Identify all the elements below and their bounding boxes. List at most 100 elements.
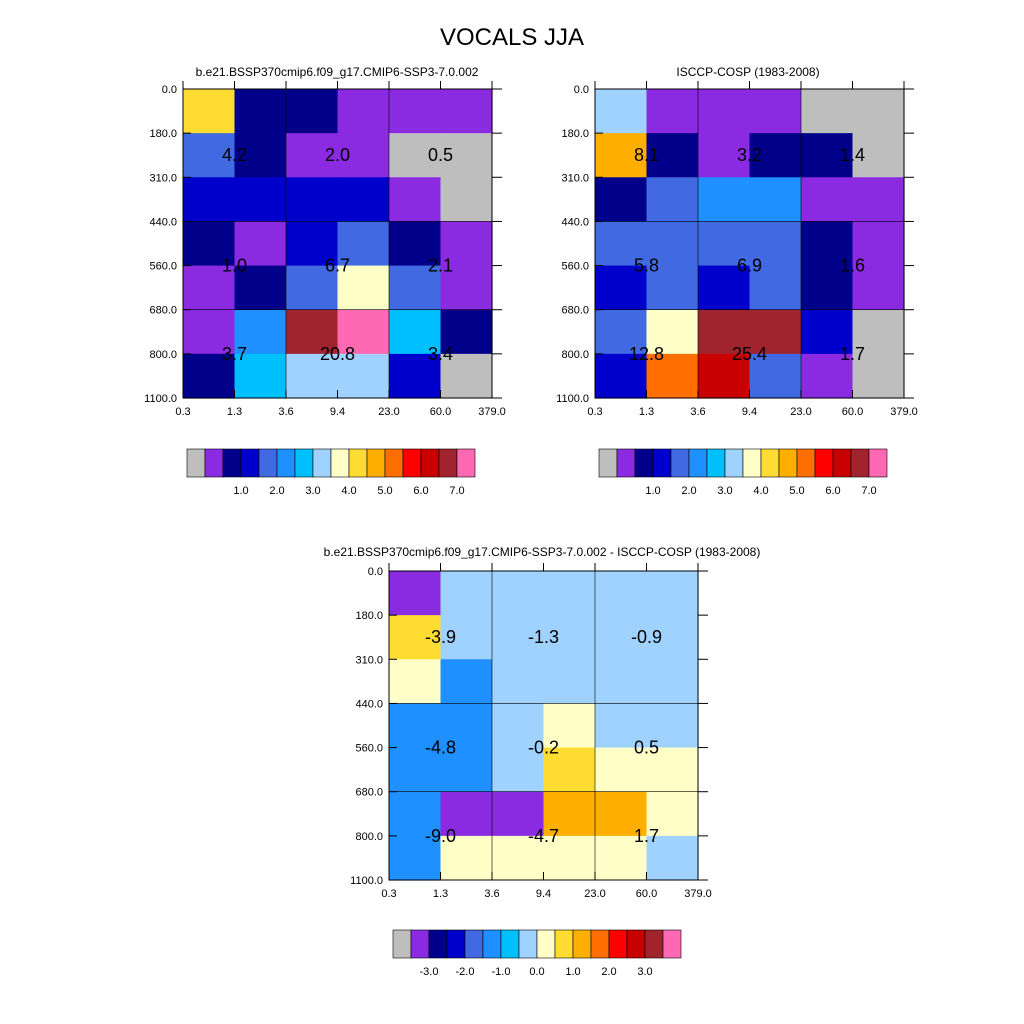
- histogram-cell: [698, 353, 751, 399]
- colorbar-label: 1.0: [565, 966, 580, 978]
- histogram-cell: [543, 615, 596, 660]
- group-total-label: 25.4: [732, 344, 767, 364]
- group-total-label: 12.8: [629, 344, 664, 364]
- colorbar-label: 1.0: [645, 485, 660, 497]
- panel-title: b.e21.BSSP370cmip6.f09_g17.CMIP6-SSP3-7.…: [324, 545, 761, 559]
- histogram-cell: [286, 177, 339, 223]
- colorbar-label: -2.0: [456, 966, 475, 978]
- histogram-cell: [337, 265, 390, 311]
- y-tick-label: 680.0: [149, 305, 177, 317]
- colorbar-swatch: [482, 929, 502, 959]
- x-tick-label: 3.6: [690, 406, 705, 418]
- y-tick-label: 180.0: [355, 610, 383, 622]
- colorbar-swatch: [456, 448, 476, 478]
- histogram-cell: [440, 309, 493, 355]
- colorbar-swatch: [832, 448, 852, 478]
- histogram-cell: [543, 703, 596, 749]
- y-tick-label: 1100.0: [556, 393, 589, 405]
- histogram-cell: [595, 89, 648, 134]
- colorbar-swatch: [814, 448, 834, 478]
- group-total-label: 20.8: [320, 344, 355, 364]
- colorbar-swatch: [402, 448, 422, 478]
- colorbar-label: 5.0: [789, 485, 804, 497]
- histogram-cell: [337, 133, 390, 178]
- histogram-cell: [543, 835, 596, 881]
- colorbar-swatch: [420, 448, 440, 478]
- group-total-label: -3.9: [425, 627, 456, 647]
- group-total-label: 6.9: [737, 256, 762, 276]
- group-total-label: -0.9: [631, 627, 662, 647]
- group-total-label: -4.8: [425, 738, 456, 758]
- panel-observations: ISCCP-COSP (1983-2008) 0.0 180.0 310.0 440.…: [556, 65, 918, 497]
- histogram-cell: [234, 265, 287, 311]
- histogram-cell: [749, 353, 802, 399]
- colorbar-swatch: [724, 448, 744, 478]
- x-tick-label: 0.3: [381, 888, 396, 900]
- colorbar-swatch: [410, 929, 430, 959]
- histogram-cell: [595, 265, 648, 311]
- histogram-cell: [389, 133, 442, 178]
- x-tick-label: 1.3: [227, 406, 242, 418]
- histogram-cell: [337, 309, 390, 355]
- y-tick-label: 680.0: [355, 787, 383, 799]
- colorbar-swatch: [392, 929, 412, 959]
- colorbar-swatch: [536, 929, 556, 959]
- colorbar-swatch: [222, 448, 242, 478]
- histogram-cell: [440, 221, 493, 267]
- histogram-cell: [389, 659, 442, 705]
- group-total-label: 3.4: [428, 344, 453, 364]
- group-total-label: 2.0: [325, 145, 350, 165]
- figure-title: VOCALS JJA: [440, 24, 584, 51]
- y-tick-label: 800.0: [561, 349, 589, 361]
- histogram-cell: [492, 571, 545, 616]
- histogram-cell: [646, 89, 699, 134]
- y-tick-label: 1100.0: [144, 393, 177, 405]
- colorbar-label: 6.0: [413, 485, 428, 497]
- y-tick-label: 440.0: [561, 216, 589, 228]
- histogram-cell: [389, 353, 442, 399]
- histogram-cell: [698, 221, 751, 267]
- histogram-cell: [389, 703, 442, 749]
- colorbar-swatch: [688, 448, 708, 478]
- colorbar-swatch: [670, 448, 690, 478]
- colorbar-swatch: [204, 448, 224, 478]
- colorbar-swatch: [662, 929, 682, 959]
- colorbar-swatch: [652, 448, 672, 478]
- x-tick-label: 379.0: [684, 888, 712, 900]
- group-total-label: 1.7: [840, 344, 865, 364]
- colorbar-swatch: [644, 929, 664, 959]
- histogram-cell: [234, 89, 287, 134]
- histogram-cell: [749, 177, 802, 223]
- group-total-label: 1.7: [634, 826, 659, 846]
- histogram-cell: [749, 133, 802, 178]
- histogram-cell: [646, 133, 699, 178]
- histogram-cell: [595, 703, 648, 749]
- colorbar-swatch: [240, 448, 260, 478]
- histogram-cell: [646, 747, 699, 793]
- x-tick-label: 3.6: [484, 888, 499, 900]
- colorbar-swatch: [294, 448, 314, 478]
- histogram-cell: [492, 703, 545, 749]
- histogram-cell: [440, 615, 493, 660]
- histogram-cell: [440, 353, 493, 399]
- group-total-label: 1.4: [840, 145, 865, 165]
- group-total-label: 2.1: [428, 256, 453, 276]
- histogram-cell: [183, 89, 236, 134]
- colorbar-swatch: [850, 448, 870, 478]
- histogram-cell: [801, 89, 854, 134]
- x-tick-label: 9.4: [330, 406, 345, 418]
- histogram-cell: [543, 747, 596, 793]
- histogram-cell: [595, 221, 648, 267]
- histogram-cell: [337, 89, 390, 134]
- histogram-cell: [852, 309, 905, 355]
- histogram-cell: [646, 265, 699, 311]
- y-tick-label: 680.0: [561, 305, 589, 317]
- histogram-cell: [440, 177, 493, 223]
- histogram-cell: [286, 265, 339, 311]
- colorbar-label: 7.0: [861, 485, 876, 497]
- histogram-cell: [595, 747, 648, 793]
- histogram-cell: [440, 89, 493, 134]
- histogram-cell: [801, 221, 854, 267]
- histogram-cell: [337, 221, 390, 267]
